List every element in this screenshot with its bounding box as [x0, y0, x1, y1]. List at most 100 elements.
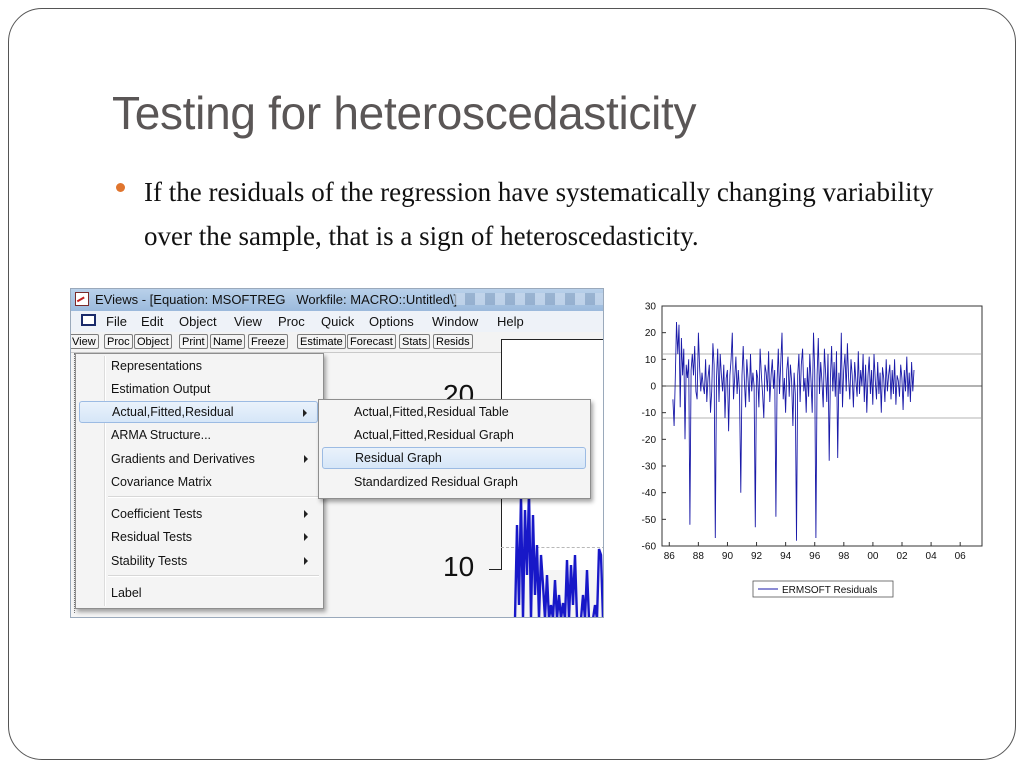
- menu-item-stability-tests[interactable]: Stability Tests: [79, 550, 318, 572]
- plot-border: [661, 305, 983, 547]
- menu-item-label: Covariance Matrix: [111, 475, 212, 489]
- x-tick-label: 92: [751, 551, 763, 562]
- y-tick-label: 30: [645, 302, 657, 313]
- y-tick-label: 0: [650, 382, 656, 393]
- y-tick-label: -30: [642, 462, 657, 473]
- toolbar-object-button[interactable]: Object: [134, 334, 172, 349]
- chart-legend: ERMSOFT Residuals: [752, 580, 894, 598]
- y-tick-label: -10: [642, 408, 657, 419]
- menu-options[interactable]: Options: [369, 314, 414, 329]
- y-tick-label: -50: [642, 515, 657, 526]
- submenu-item-label: Actual,Fitted,Residual Table: [354, 405, 509, 419]
- menu-item-representations[interactable]: Representations: [79, 355, 318, 377]
- submenu-arrow-icon: [304, 455, 308, 463]
- toolbar-freeze-button[interactable]: Freeze: [248, 334, 289, 349]
- chart-plot-area: [661, 305, 983, 547]
- submenu-item-afr-table[interactable]: Actual,Fitted,Residual Table: [322, 401, 586, 423]
- menu-quick[interactable]: Quick: [321, 314, 355, 329]
- menu-item-label[interactable]: Label: [79, 582, 318, 604]
- residual-series-line: [672, 321, 915, 541]
- eviews-toolbar: View Proc Object Print Name Freeze Estim…: [71, 332, 603, 353]
- toolbar-print-button[interactable]: Print: [179, 334, 208, 349]
- chart-y-axis: 30 20 10 0 -10 -20 -30 -40 -50 -60: [642, 302, 666, 553]
- window-edge-guide: [74, 353, 75, 613]
- x-tick-label: 94: [780, 551, 792, 562]
- eviews-app-icon: [75, 292, 89, 306]
- menu-separator: [108, 575, 319, 577]
- graph-tick: [489, 569, 501, 570]
- slide-title: Testing for heteroscedasticity: [112, 87, 697, 139]
- y-tick-label: 20: [645, 328, 657, 339]
- submenu-item-label: Actual,Fitted,Residual Graph: [354, 428, 514, 442]
- menu-item-arma-structure[interactable]: ARMA Structure...: [79, 424, 318, 446]
- menu-item-label: ARMA Structure...: [111, 428, 212, 442]
- menu-object[interactable]: Object: [179, 314, 217, 329]
- y-tick-label: -60: [642, 542, 657, 553]
- submenu-arrow-icon: [304, 510, 308, 518]
- chart-series-group: [672, 321, 915, 541]
- menu-file[interactable]: File: [106, 314, 127, 329]
- toolbar-name-button[interactable]: Name: [210, 334, 246, 349]
- menu-item-label: Actual,Fitted,Residual: [112, 405, 234, 419]
- menu-item-label: Gradients and Derivatives: [111, 452, 255, 466]
- menu-item-estimation-output[interactable]: Estimation Output: [79, 378, 318, 400]
- menu-item-label: Residual Tests: [111, 530, 193, 544]
- eviews-window: EViews - [Equation: MSOFTREG Workfile: M…: [70, 288, 604, 618]
- toolbar-forecast-button[interactable]: Forecast: [347, 334, 396, 349]
- menu-proc[interactable]: Proc: [278, 314, 305, 329]
- x-tick-label: 00: [867, 551, 879, 562]
- menu-item-label: Representations: [111, 359, 203, 373]
- graph-reference-line: [501, 547, 603, 548]
- submenu-arrow-icon: [303, 409, 307, 417]
- menu-window[interactable]: Window: [432, 314, 479, 329]
- toolbar-view-button[interactable]: View: [71, 334, 99, 349]
- menu-edit[interactable]: Edit: [141, 314, 164, 329]
- toolbar-proc-button[interactable]: Proc: [104, 334, 133, 349]
- menu-view[interactable]: View: [234, 314, 262, 329]
- y-tick-label: -20: [642, 435, 657, 446]
- x-tick-label: 96: [809, 551, 821, 562]
- x-tick-label: 86: [664, 551, 676, 562]
- y-tick-label: 10: [645, 355, 657, 366]
- menu-item-label-text: Label: [111, 586, 142, 600]
- menu-help[interactable]: Help: [497, 314, 524, 329]
- actual-fitted-residual-submenu: Actual,Fitted,Residual Table Actual,Fitt…: [318, 399, 591, 499]
- toolbar-resids-button[interactable]: Resids: [433, 334, 473, 349]
- menu-item-label: Coefficient Tests: [111, 507, 203, 521]
- menu-gutter: [104, 356, 106, 606]
- x-tick-label: 88: [693, 551, 705, 562]
- residual-chart: 30 20 10 0 -10 -20 -30 -40 -50 -60 86 88 90 92 94 96 98…: [642, 302, 983, 598]
- bullet-text: If the residuals of the regression have …: [144, 177, 934, 251]
- menu-item-label: Estimation Output: [111, 382, 211, 396]
- submenu-item-label: Residual Graph: [355, 451, 442, 465]
- menu-item-coefficient-tests[interactable]: Coefficient Tests: [79, 503, 318, 525]
- menu-item-label: Stability Tests: [111, 554, 188, 568]
- eviews-menubar: File Edit Object View Proc Quick Options…: [71, 311, 603, 333]
- legend-label: ERMSOFT Residuals: [782, 585, 877, 596]
- menu-item-gradients-and-derivatives[interactable]: Gradients and Derivatives: [79, 448, 318, 470]
- chart-x-axis: 86 88 90 92 94 96 98 00 02 04 06: [664, 542, 966, 562]
- x-tick-label: 06: [955, 551, 967, 562]
- bullet-marker: [116, 183, 125, 192]
- menu-item-covariance-matrix[interactable]: Covariance Matrix: [79, 471, 318, 493]
- x-tick-label: 90: [722, 551, 734, 562]
- legend-box: [752, 580, 894, 598]
- eviews-window-title: EViews - [Equation: MSOFTREG Workfile: M…: [95, 292, 458, 307]
- submenu-item-standardized-residual-graph[interactable]: Standardized Residual Graph: [322, 471, 586, 493]
- menu-item-residual-tests[interactable]: Residual Tests: [79, 526, 318, 548]
- submenu-item-residual-graph[interactable]: Residual Graph: [322, 447, 586, 469]
- y-tick-label: -40: [642, 488, 657, 499]
- toolbar-estimate-button[interactable]: Estimate: [297, 334, 346, 349]
- background-residual-plot: [513, 489, 603, 617]
- x-tick-label: 02: [896, 551, 908, 562]
- toolbar-stats-button[interactable]: Stats: [399, 334, 431, 349]
- x-tick-label: 98: [838, 551, 850, 562]
- menu-item-actual-fitted-residual[interactable]: Actual,Fitted,Residual: [79, 401, 318, 423]
- graph-axis-label-10: 10: [443, 551, 475, 582]
- window-system-icon[interactable]: [81, 314, 96, 326]
- titlebar-decoration: [455, 293, 603, 305]
- x-tick-label: 04: [926, 551, 938, 562]
- submenu-item-afr-graph[interactable]: Actual,Fitted,Residual Graph: [322, 424, 586, 446]
- submenu-arrow-icon: [304, 557, 308, 565]
- view-context-menu: Representations Estimation Output Actual…: [75, 353, 324, 609]
